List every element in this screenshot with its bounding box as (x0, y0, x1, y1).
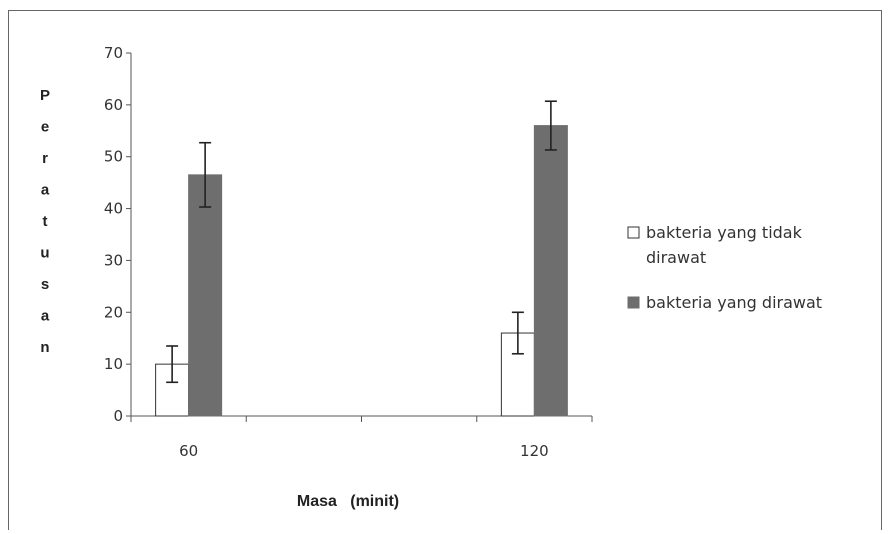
y-axis-label-letter: e (41, 119, 49, 136)
chart-frame (8, 10, 882, 530)
x-axis-label: Masa (minit) (297, 493, 399, 510)
x-tick-label: 60 (179, 442, 198, 460)
legend-label: bakteria yang tidak (646, 223, 803, 242)
y-tick-label: 70 (104, 44, 123, 62)
x-tick-label: 120 (520, 442, 549, 460)
y-axis-label-letter: s (41, 276, 49, 293)
y-axis-label-letter: P (40, 87, 50, 104)
legend-swatch (627, 226, 640, 239)
y-axis-label-letter: r (42, 150, 48, 167)
y-tick-label: 50 (104, 148, 123, 166)
y-tick-label: 40 (104, 200, 123, 218)
legend-swatch (627, 296, 640, 309)
legend-label: bakteria yang dirawat (646, 293, 822, 312)
y-axis-label-letter: u (40, 245, 49, 262)
y-tick-label: 60 (104, 96, 123, 114)
legend-label: dirawat (646, 248, 706, 267)
y-axis-label-letter: a (41, 308, 50, 325)
y-axis-label-letter: a (41, 182, 50, 199)
y-tick-label: 30 (104, 251, 123, 269)
y-axis-label-letter: n (40, 339, 49, 356)
y-axis-label-letter: t (43, 213, 48, 230)
y-tick-label: 10 (104, 355, 123, 373)
bar (188, 174, 223, 417)
y-tick-label: 0 (113, 407, 123, 425)
bar (533, 125, 568, 417)
y-tick-label: 20 (104, 303, 123, 321)
